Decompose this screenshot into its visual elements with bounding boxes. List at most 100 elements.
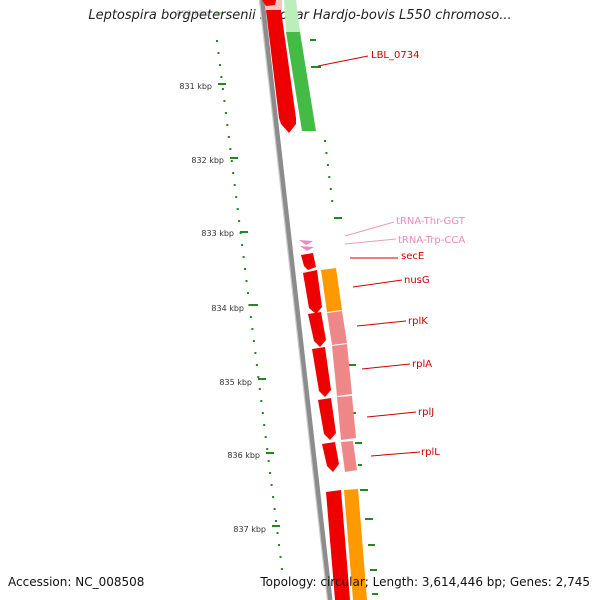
gc-dot [276,532,279,534]
gc-dot [217,52,220,54]
feature-label-nusg[interactable]: nusG [404,275,430,286]
ruler-tick-832: 832 kbp [191,156,238,165]
gc-dot [264,436,267,438]
gc-dot [266,448,269,450]
genome-summary-text: Topology: circular; Length: 3,614,446 bp… [260,575,590,589]
gc-dot [328,176,331,178]
ruler-label-836: 836 kbp [227,451,260,460]
cog-band-green [286,32,316,131]
ruler-tick-833: 833 kbp [201,229,248,238]
gc-dot [244,268,246,270]
accession-text: Accession: NC_008508 [8,575,145,589]
gc-dot [278,544,280,546]
gc-dot [325,152,328,154]
cog-band-pink-rpla [332,344,352,396]
gc-dot [242,256,245,258]
gc-dot [229,148,232,150]
ruler-tick-836: 836 kbp [227,451,274,460]
gc-dot [252,340,255,342]
cds-rplj[interactable] [318,398,336,440]
gc-dot [245,280,248,282]
trna-trp-cca-marker[interactable] [300,246,314,251]
feature-label-rplj[interactable]: rplJ [418,407,434,418]
gc-dot [257,376,260,378]
feature-label-trna-thr-ggt[interactable]: tRNA-Thr-GGT [396,216,466,227]
ruler-label-834: 834 kbp [211,304,244,313]
gc-dot [220,76,223,78]
gc-dot [249,316,252,318]
ruler-label-835: 835 kbp [219,378,252,387]
trna-thr-ggt-marker[interactable] [299,240,313,245]
gc-dot [260,400,263,402]
cds-sece[interactable] [301,253,316,270]
gc-dot [236,208,239,210]
feature-label-trna-trp-cca[interactable]: tRNA-Trp-CCA [398,235,465,246]
feature-label-rpll[interactable]: rplL [421,447,440,458]
gc-dot [224,112,227,114]
chromosome-backbone-highlight [258,0,329,600]
gc-dot [280,568,283,570]
cds-top-partial[interactable] [262,0,276,6]
gc-dot [324,140,326,142]
ruler-label-830: 830 kbp [176,9,209,18]
gc-dot [254,352,257,354]
ruler-tick-834: 834 kbp [211,304,258,313]
gc-dot [251,328,254,330]
gc-dot [235,196,238,198]
gc-dot [232,172,235,174]
cds-lbl-0734[interactable] [266,10,296,133]
cds-nusg[interactable] [303,270,322,314]
cog-band-orange-nusg [321,268,342,312]
gc-dot [219,64,221,66]
cog-band-pink-rplk [327,311,347,345]
cds-rplk[interactable] [308,312,326,347]
feature-label-rplk[interactable]: rplK [408,316,428,327]
gc-dot [241,244,244,246]
feature-label-rpla[interactable]: rplA [412,359,432,370]
gc-dot [226,124,229,126]
cds-rpla[interactable] [312,347,331,397]
gc-dot [261,412,264,414]
gc-dot [279,556,282,558]
ruler-label-831: 831 kbp [179,82,212,91]
cog-band-pink-rpll [341,441,357,472]
gc-dot [270,484,273,486]
feature-label-lbl-0734[interactable]: LBL_0734 [371,50,419,61]
gc-dot [230,160,233,162]
cog-band-pink-rplj [337,396,356,440]
gc-dot [331,200,334,202]
gc-dot [247,292,249,294]
ruler-label-833: 833 kbp [201,229,234,238]
gc-dot [272,496,275,498]
map-title: Leptospira borgpetersenii serovar Hardjo… [88,8,512,23]
gc-dot [267,460,270,462]
ruler-tick-830: 830 kbp [176,9,222,18]
cds-rpll[interactable] [322,442,339,472]
gc-dot [269,472,272,474]
gc-dot [233,184,236,186]
feature-label-sece[interactable]: secE [401,251,424,262]
gc-dot [221,88,224,90]
cog-band-green-light [284,0,300,32]
gc-dot [273,508,276,510]
gc-dot [248,304,251,306]
gc-dot [258,388,261,390]
gc-dot [227,136,230,138]
chromosome-backbone [259,0,333,600]
ruler-tick-837: 837 kbp [233,525,280,534]
gc-dot [275,520,277,522]
ruler-label-837: 837 kbp [233,525,266,534]
gc-dot [223,100,226,102]
ruler-label-832: 832 kbp [191,156,224,165]
gc-dot [263,424,266,426]
cds-bottom[interactable] [326,490,350,600]
gc-dot [329,188,332,190]
label-leaders [317,55,421,457]
cog-band-orange-bottom [344,489,367,600]
gc-dot [326,164,329,166]
ruler-tick-831: 831 kbp [179,82,226,91]
gc-dot [255,364,258,366]
ruler-tick-835: 835 kbp [219,378,266,387]
gc-dot-track [216,40,334,570]
